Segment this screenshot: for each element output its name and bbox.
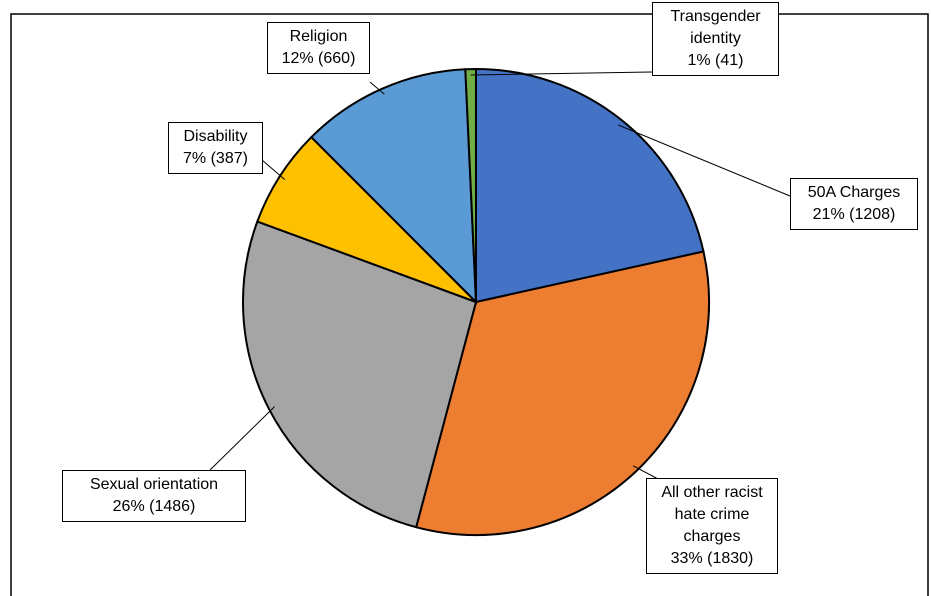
slice-label: Transgender identity 1% (41) bbox=[652, 2, 779, 76]
category-label: 50A Charges bbox=[807, 184, 901, 201]
value-label: 21% (1208) bbox=[812, 206, 896, 223]
leader-line bbox=[261, 159, 286, 181]
slice-label: 50A Charges 21% (1208) bbox=[790, 178, 918, 230]
value-label: 12% (660) bbox=[281, 50, 356, 67]
category-label: Transgender identity bbox=[670, 8, 761, 47]
category-label: All other racist hate crime charges bbox=[661, 484, 763, 545]
slice-label: All other racist hate crime charges 33% (… bbox=[646, 478, 778, 574]
category-label: Sexual orientation bbox=[89, 476, 219, 493]
value-label: 1% (41) bbox=[687, 52, 744, 69]
leader-line bbox=[617, 124, 791, 197]
value-label: 26% (1486) bbox=[112, 498, 196, 515]
category-label: Disability bbox=[183, 128, 248, 145]
category-label: Religion bbox=[289, 28, 348, 45]
slice-label: Sexual orientation 26% (1486) bbox=[62, 470, 246, 522]
slice-label: Disability 7% (387) bbox=[168, 122, 263, 174]
leader-line bbox=[470, 71, 653, 76]
leader-line bbox=[209, 406, 275, 471]
pie-slice bbox=[475, 67, 705, 304]
value-label: 33% (1830) bbox=[670, 550, 754, 567]
leader-line bbox=[632, 465, 661, 481]
slice-label: Religion 12% (660) bbox=[267, 22, 370, 74]
leader-line bbox=[369, 81, 385, 95]
value-label: 7% (387) bbox=[183, 150, 248, 167]
pie-slice bbox=[309, 68, 478, 305]
chart-frame bbox=[10, 13, 929, 596]
pie-slice bbox=[464, 67, 477, 303]
pie-slice bbox=[414, 250, 710, 536]
pie-slice bbox=[242, 220, 478, 529]
